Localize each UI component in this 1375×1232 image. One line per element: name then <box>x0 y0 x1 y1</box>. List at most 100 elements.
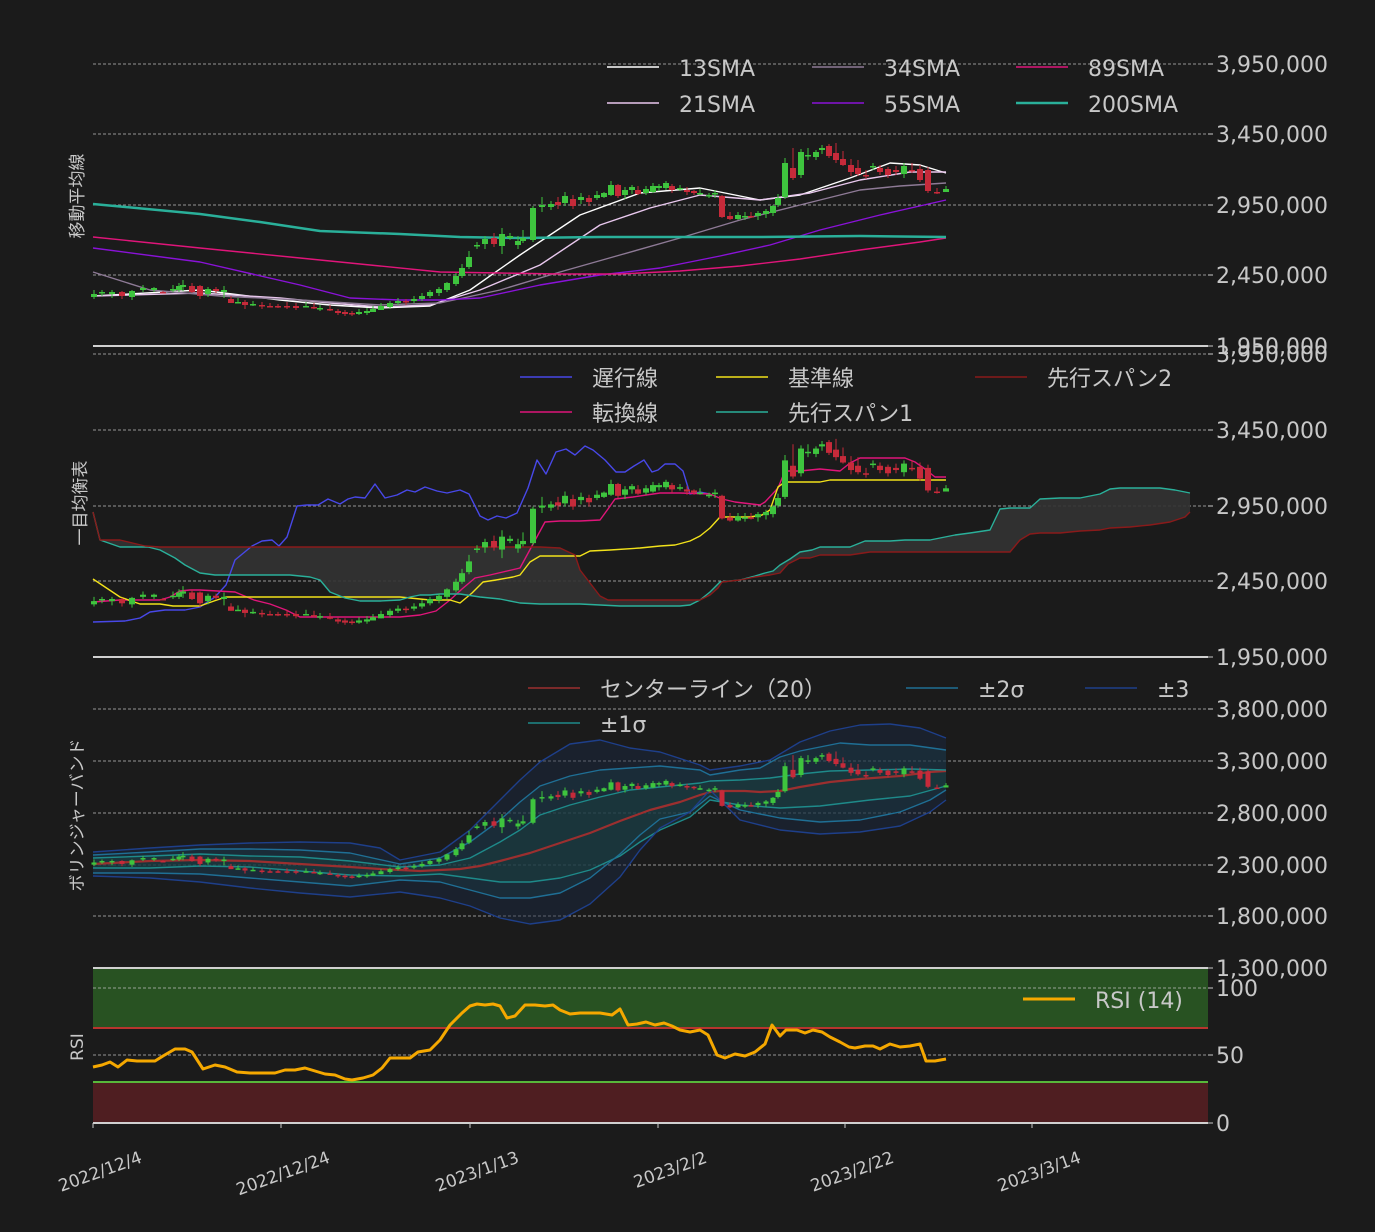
candle-down <box>259 612 265 615</box>
candle-up <box>356 312 362 314</box>
candle-up <box>548 796 554 799</box>
candle-down <box>855 168 861 174</box>
series-line <box>92 236 947 275</box>
candle-up <box>444 589 450 597</box>
candle-up <box>656 783 662 785</box>
candle-up <box>763 211 769 214</box>
candle-up <box>601 492 607 497</box>
bollinger-legend-label: ±2σ <box>978 678 1024 703</box>
candle-down <box>293 871 299 873</box>
candle-down <box>877 769 883 773</box>
candle-down <box>327 309 333 311</box>
rsi-y-tick-label: 0 <box>1216 1112 1230 1137</box>
bb-1sigma-fill <box>93 769 946 882</box>
candle-down <box>934 491 940 494</box>
rsi-panel-title: RSI <box>68 1033 88 1061</box>
candle-up <box>706 195 712 197</box>
bollinger-y-tick-label: 2,300,000 <box>1216 854 1328 879</box>
candle-up <box>643 488 649 493</box>
candle-down <box>267 871 273 873</box>
candle-down <box>669 485 675 490</box>
x-axis-labels: 2022/12/4 2022/12/24 2023/1/13 2023/2/2 2023… <box>56 1123 1084 1200</box>
candle-up <box>782 163 788 197</box>
candle-down <box>311 615 317 617</box>
series-line <box>92 723 947 861</box>
candle-up <box>395 608 401 611</box>
candle-up <box>943 785 949 788</box>
candle-up <box>482 822 488 826</box>
bollinger-legend-label: ±1σ <box>600 713 646 738</box>
sma-y-tick-label: 3,950,000 <box>1216 53 1328 78</box>
candle-down <box>403 608 409 611</box>
candle-down <box>826 146 832 156</box>
candle-down <box>684 190 690 192</box>
candle-down <box>893 170 899 172</box>
candle-down <box>342 312 348 314</box>
series-line <box>92 487 1191 607</box>
candle-down <box>284 306 290 308</box>
candle-up <box>205 595 211 602</box>
candle-down <box>160 292 166 294</box>
candle-up <box>798 448 804 474</box>
candle-up <box>712 492 718 495</box>
candle-up <box>317 616 323 618</box>
candle-down <box>833 153 839 160</box>
candle-up <box>459 843 465 850</box>
candle-up <box>742 216 748 218</box>
candle-up <box>677 487 683 489</box>
candle-down <box>275 306 281 308</box>
candle-up <box>99 292 105 294</box>
candle-up <box>378 614 384 619</box>
candle-up <box>151 858 157 860</box>
candle-up <box>712 193 718 195</box>
rsi-y-tick-label: 100 <box>1216 977 1258 1002</box>
bollinger-y-tick-label: 3,300,000 <box>1216 750 1328 775</box>
candle-down <box>242 609 248 613</box>
candle-up <box>870 768 876 770</box>
candle-up <box>507 538 513 541</box>
candle-up <box>436 858 442 862</box>
candle-up <box>176 592 182 597</box>
candle-up <box>378 306 384 310</box>
candle-up <box>303 306 309 308</box>
candle-up <box>140 594 146 597</box>
candle-down <box>669 783 675 787</box>
series-line <box>92 479 946 607</box>
ichimoku-legend-label: 転換線 <box>592 402 658 427</box>
candle-down <box>635 489 641 494</box>
candle-down <box>570 199 576 206</box>
candle-up <box>742 805 748 807</box>
rsi-overbought-zone <box>93 968 1208 1028</box>
candle-up <box>356 875 362 878</box>
candle-down <box>491 238 497 244</box>
candle-up <box>129 860 135 865</box>
candle-up <box>548 204 554 207</box>
candle-down <box>228 606 234 611</box>
candle-up <box>755 213 761 216</box>
candle-down <box>790 769 796 778</box>
candlesticks <box>91 143 949 879</box>
candle-up <box>819 755 825 757</box>
ichimoku-cloud <box>93 488 1190 606</box>
candle-down <box>790 168 796 178</box>
candle-down <box>635 190 641 194</box>
candle-up <box>805 155 811 157</box>
candle-up <box>813 448 819 454</box>
candle-down <box>863 473 869 475</box>
candle-down <box>840 159 846 165</box>
candle-up <box>578 791 584 794</box>
candle-down <box>242 302 248 305</box>
candle-up <box>176 286 182 290</box>
candle-up <box>419 296 425 299</box>
candle-up <box>870 166 876 168</box>
candle-up <box>901 768 907 775</box>
candle-down <box>840 763 846 768</box>
ichimoku-legend-label: 遅行線 <box>592 367 658 392</box>
candle-down <box>917 466 923 479</box>
rsi-bands <box>93 968 1208 1123</box>
x-tick-label: 2022/12/24 <box>234 1148 333 1200</box>
candle-up <box>453 849 459 856</box>
candle-down <box>925 170 931 191</box>
candle-down <box>335 311 341 313</box>
